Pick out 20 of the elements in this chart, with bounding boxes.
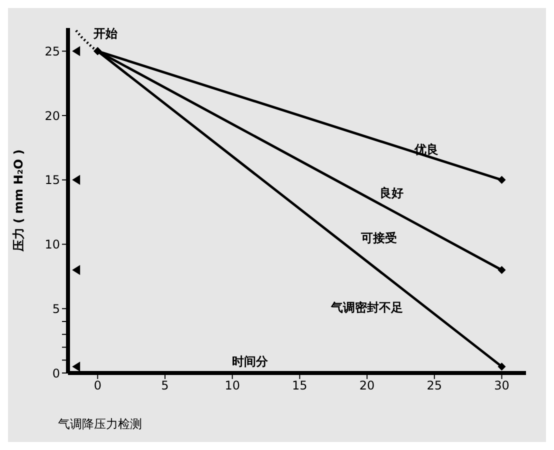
y-tick-label: 10 (44, 238, 60, 252)
y-tick-label: 5 (52, 302, 60, 316)
y-tick-label: 25 (44, 44, 60, 58)
annotation: 可接受 (360, 231, 398, 246)
annotation: 良好 (379, 186, 404, 200)
text: 气调降压力检测 (58, 416, 142, 433)
y-axis-title: 压力 ( mm H₂O ) (11, 149, 26, 253)
x-tick-label: 25 (426, 378, 442, 393)
x-tick-label: 15 (292, 378, 308, 393)
annotation: 开始 (92, 26, 119, 40)
x-tick-label: 30 (494, 378, 510, 393)
y-tick-label: 0 (52, 366, 60, 380)
annotation: 气调密封不足 (330, 300, 404, 315)
x-tick-label: 0 (94, 378, 102, 393)
x-tick-label: 10 (224, 378, 240, 393)
y-tick-label: 15 (44, 173, 60, 188)
x-tick-label: 5 (161, 378, 169, 393)
annotation: 时间分 (232, 354, 269, 369)
x-tick-label: 20 (359, 378, 375, 393)
y-tick-label: 20 (44, 108, 60, 123)
